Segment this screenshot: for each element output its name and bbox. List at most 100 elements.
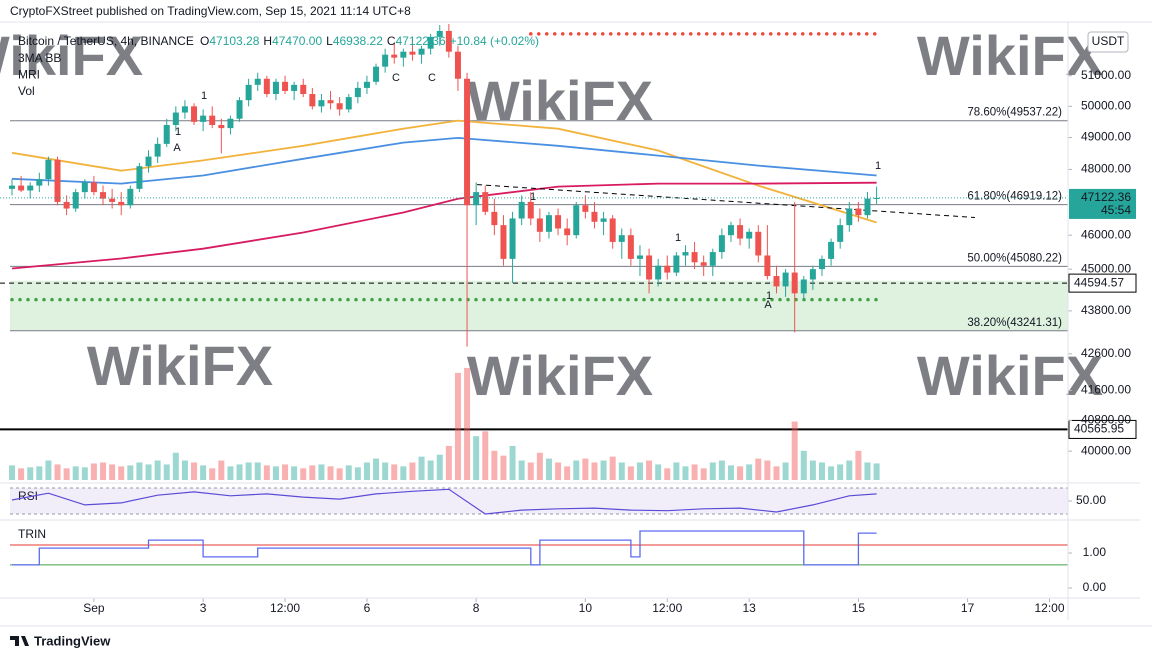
candle-body [473, 192, 480, 206]
currency[interactable]: USDT [1092, 34, 1125, 48]
candle-body [764, 255, 771, 277]
candle-body [172, 112, 179, 125]
volume-bar [873, 463, 880, 480]
volume-bar [436, 454, 443, 480]
volume-bar [345, 465, 352, 480]
countdown: 45:54 [1101, 203, 1131, 217]
annotation: 1 [201, 90, 207, 102]
currency-button[interactable] [1087, 31, 1129, 53]
candle-body [191, 106, 198, 122]
volume-bar [418, 456, 425, 480]
candle-body [318, 100, 325, 107]
candle-body [336, 103, 343, 110]
volume-bar [263, 465, 270, 480]
volume-bar [209, 468, 216, 480]
volume-bar [400, 466, 407, 480]
volume-bar [864, 462, 871, 480]
candle-body [236, 100, 243, 119]
rsi-band [10, 488, 1068, 514]
candle-body [409, 51, 416, 55]
candle-body [391, 54, 398, 58]
candle-body [136, 166, 143, 189]
volume-bar [318, 464, 325, 480]
trendline [477, 184, 975, 218]
candle-body [363, 81, 370, 88]
candle-body [72, 192, 79, 209]
candle-body [464, 78, 471, 206]
candle-body [545, 215, 552, 232]
candle-body [54, 159, 61, 202]
trin-title: TRIN [18, 527, 46, 541]
ohlc-header: O47103.28 H47470.00 L46938.22 C47122.36 +10.… [200, 34, 539, 48]
sub-panes: RSI 50.00 TRIN 1.00 0.00 [10, 487, 1107, 594]
volume-bar [172, 452, 179, 480]
annotation: C [428, 72, 436, 84]
candle-body [737, 225, 744, 239]
volume-bar [800, 450, 807, 480]
candle-body [818, 258, 825, 270]
volume-bar [127, 465, 134, 480]
volume-bar [373, 458, 380, 480]
current-price-box [1069, 188, 1136, 219]
volume-bar [609, 456, 616, 480]
volume-bar [36, 466, 43, 480]
axes: 78.60%(49537.22) 61.80%(46919.12) 50.00%(4… [0, 68, 1137, 615]
annotation: 1 [766, 290, 772, 302]
candle-body [646, 255, 653, 280]
candle-body [800, 279, 807, 294]
volume-bar [655, 464, 662, 480]
volume-bar [627, 466, 634, 480]
trin-line [12, 530, 877, 566]
moving-average [11, 119, 877, 224]
candle-body [709, 252, 716, 266]
ohlc-value: 47103.28 [209, 34, 259, 48]
fib-label: 78.60%(49537.22) [967, 107, 1062, 119]
y-tick-label: 49000.00 [1081, 130, 1131, 144]
watermark: WikiFX [917, 344, 1103, 407]
support-zone [10, 280, 1068, 331]
y-tick-label: 43800.00 [1081, 303, 1131, 317]
candle-body [154, 143, 161, 157]
candle-body [245, 84, 252, 101]
rsi-title: RSI [18, 489, 38, 503]
volume-bar [227, 466, 234, 480]
candle-body [327, 100, 334, 104]
volume-bar [664, 468, 671, 480]
candle-body [691, 252, 698, 263]
level-label-box [1068, 273, 1137, 293]
volume-bar [336, 468, 343, 480]
trin-tick-label: 1.00 [1083, 545, 1107, 559]
candle-body [518, 201, 525, 219]
volume-bar [828, 466, 835, 480]
volume-bar [391, 464, 398, 480]
level-label-box [1068, 419, 1137, 439]
volume-bar [236, 464, 243, 480]
candle-body [682, 252, 689, 256]
volume-bar [72, 466, 79, 480]
watermark: WikiFX [467, 344, 653, 407]
annotation: 1 [530, 191, 536, 203]
candle-body [400, 51, 407, 58]
fib-label: 38.20%(43241.31) [967, 317, 1062, 329]
volume-bar [154, 460, 161, 480]
annotation: 1 [875, 160, 881, 172]
volume-bar [327, 466, 334, 480]
y-tick-label: 46000.00 [1081, 227, 1131, 241]
candle-body [63, 201, 70, 209]
moving-average [11, 136, 877, 185]
volume-bar [564, 466, 571, 480]
candle-body [491, 211, 498, 226]
ohlc-key: O [200, 34, 209, 48]
candle-body [864, 198, 871, 216]
volume-bar [527, 462, 534, 480]
volume-bar [9, 465, 16, 480]
y-tick-label: 45000.00 [1081, 261, 1131, 275]
volume-bar [63, 468, 70, 480]
chart-title: Bitcoin / TetherUS, 4h, BINANCE [18, 34, 194, 48]
watermarks: WikiFX WikiFX WikiFX WikiFX WikiFX WikiFX [0, 24, 1103, 407]
volume-bar [545, 458, 552, 480]
volume-bar [445, 445, 452, 480]
candle-body [664, 265, 671, 273]
candle-body [272, 81, 279, 95]
y-tick-label: 42600.00 [1081, 346, 1131, 360]
